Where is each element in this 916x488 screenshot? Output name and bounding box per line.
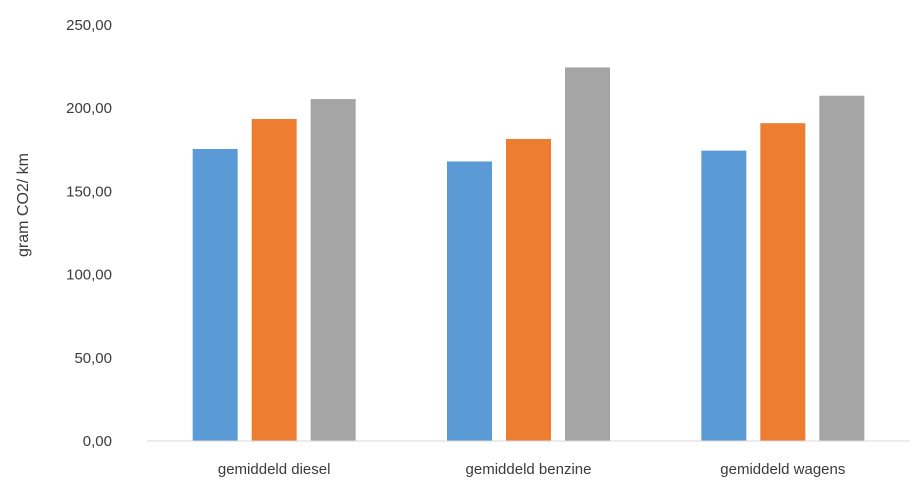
bar: [310, 99, 356, 441]
y-tick-label: 50,00: [74, 350, 112, 367]
x-tick-label: gemiddeld benzine: [466, 461, 592, 478]
y-tick-label: 100,00: [66, 267, 112, 284]
bar: [506, 138, 551, 441]
y-tick-label: 200,00: [66, 100, 112, 117]
bar: [447, 161, 492, 441]
bar: [819, 95, 865, 441]
bars: [192, 67, 865, 442]
y-axis-ticks: 0,00 50,00 100,00 150,00 200,00 250,00: [66, 17, 112, 450]
y-tick-label: 150,00: [66, 183, 112, 200]
bar: [192, 148, 238, 441]
y-tick-label: 0,00: [83, 433, 112, 450]
x-tick-label: gemiddeld wagens: [720, 461, 845, 478]
bar: [701, 150, 747, 441]
bar: [760, 123, 806, 442]
x-tick-label: gemiddeld diesel: [218, 461, 331, 478]
y-axis-label: gram CO2/ km: [15, 153, 32, 257]
y-tick-label: 250,00: [66, 17, 112, 34]
bar: [251, 119, 297, 442]
bar: [565, 67, 610, 441]
x-axis-ticks: gemiddeld diesel gemiddeld benzine gemidde…: [218, 461, 846, 478]
